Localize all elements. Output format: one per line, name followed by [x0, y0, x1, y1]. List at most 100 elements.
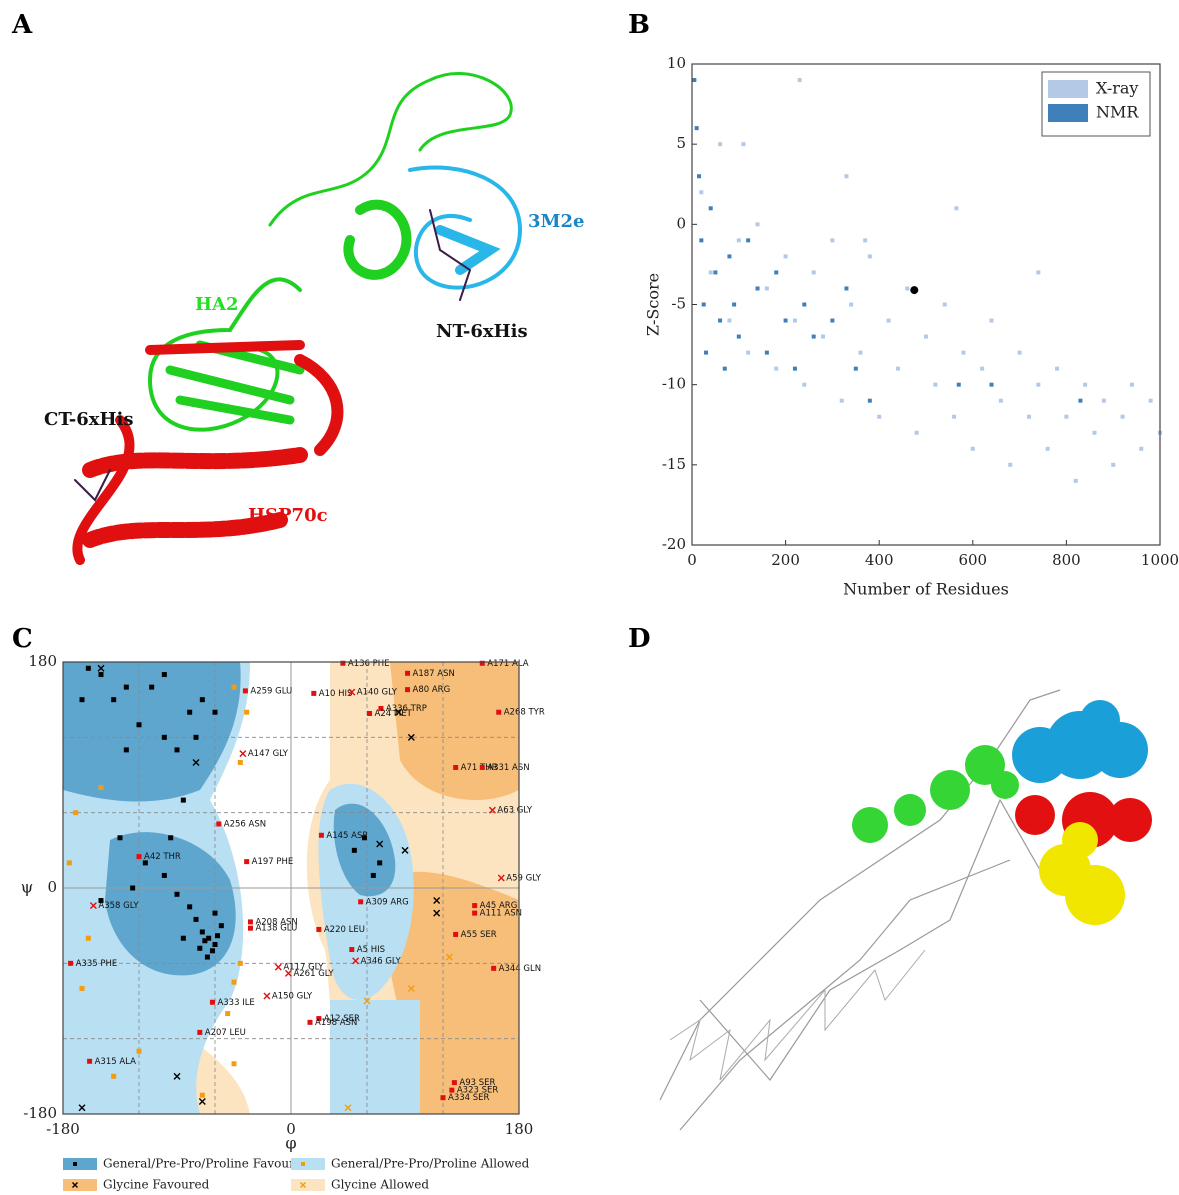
residue-label: A333 ILE	[217, 998, 254, 1008]
residue-label: A12 SER	[324, 1014, 360, 1024]
point	[741, 142, 746, 147]
point	[237, 960, 243, 966]
point	[247, 925, 253, 931]
point	[954, 206, 959, 211]
point	[727, 318, 732, 323]
point	[433, 897, 441, 905]
residue-label: A150 GLY	[272, 991, 313, 1001]
point	[732, 302, 737, 307]
point	[212, 910, 218, 916]
residue-label: A171 ALA	[487, 659, 528, 669]
point	[68, 960, 74, 966]
point	[231, 684, 237, 690]
residue-label: A80 ARG	[413, 685, 451, 695]
point	[212, 709, 218, 715]
protein-cartoon	[72, 72, 523, 565]
point	[209, 948, 215, 954]
point	[933, 382, 938, 387]
point	[877, 414, 882, 419]
point	[497, 874, 505, 882]
point	[358, 899, 364, 905]
point	[1026, 414, 1031, 419]
residue-label: A147 GLY	[248, 749, 289, 759]
point	[311, 690, 317, 696]
point	[755, 222, 760, 227]
point	[168, 835, 174, 841]
point	[117, 835, 123, 841]
y-axis-label: Z-Score	[644, 273, 663, 336]
point	[316, 926, 322, 932]
x-tick-label: 800	[1052, 551, 1081, 569]
residue-label: A117 GLY	[283, 963, 324, 973]
point	[318, 832, 324, 838]
plot-frame	[62, 661, 520, 1115]
panel-label: A	[11, 10, 33, 40]
point	[244, 709, 250, 715]
point	[746, 238, 751, 243]
point	[231, 1061, 237, 1067]
point	[216, 821, 222, 827]
point	[239, 750, 247, 758]
residue-label: A138 GLU	[255, 924, 297, 934]
point	[209, 999, 215, 1005]
point	[78, 1104, 86, 1112]
point	[692, 78, 697, 83]
point	[161, 872, 167, 878]
point	[66, 860, 72, 866]
point	[352, 957, 360, 965]
point	[340, 660, 346, 666]
point	[821, 334, 826, 339]
point	[174, 891, 180, 897]
point	[736, 334, 741, 339]
point	[1073, 478, 1078, 483]
point	[718, 142, 723, 147]
point	[722, 366, 727, 371]
residue-label: A220 LEU	[324, 925, 365, 935]
residue-label: A198 ASN	[315, 1018, 357, 1028]
y-tick-label: 5	[676, 134, 686, 152]
residue-label: A346 GLY	[361, 956, 402, 966]
structure-label: NT-6xHis	[436, 321, 528, 342]
point	[187, 709, 193, 715]
point	[197, 1029, 203, 1035]
point	[193, 734, 199, 740]
point	[180, 797, 186, 803]
point	[783, 254, 788, 259]
point	[89, 902, 97, 910]
point	[713, 270, 718, 275]
point	[161, 672, 167, 678]
point	[867, 398, 872, 403]
residue-label: A197 PHE	[252, 857, 294, 867]
panel-label: D	[628, 624, 651, 654]
point	[830, 238, 835, 243]
residue-label: A45 ARG	[480, 901, 518, 911]
point	[98, 898, 104, 904]
point	[488, 806, 496, 814]
legend-swatch	[291, 1179, 325, 1191]
x-axis-label: φ	[285, 1134, 296, 1153]
residue-label: A315 ALA	[95, 1057, 136, 1067]
residue-label: A309 ARG	[366, 897, 409, 907]
point	[886, 318, 891, 323]
point	[961, 350, 966, 355]
highlight-point	[910, 286, 919, 295]
point	[98, 672, 104, 678]
point	[237, 759, 243, 765]
legend-marker	[301, 1162, 305, 1166]
legend-swatch	[291, 1158, 325, 1170]
point	[316, 1016, 322, 1022]
point	[942, 302, 947, 307]
residue-label: A261 GLY	[293, 969, 334, 979]
point	[699, 190, 704, 195]
legend-swatch	[63, 1179, 97, 1191]
residue-label: A259 GLU	[250, 686, 292, 696]
point	[395, 708, 403, 716]
legend-label: General/Pre-Pro/Proline Favoured	[103, 1157, 310, 1171]
point	[307, 1019, 313, 1025]
y-axis-label: ψ	[21, 878, 34, 897]
legend-label: Glycine Favoured	[103, 1178, 210, 1192]
point	[863, 238, 868, 243]
point	[79, 985, 85, 991]
point	[1036, 270, 1041, 275]
point	[1101, 398, 1106, 403]
